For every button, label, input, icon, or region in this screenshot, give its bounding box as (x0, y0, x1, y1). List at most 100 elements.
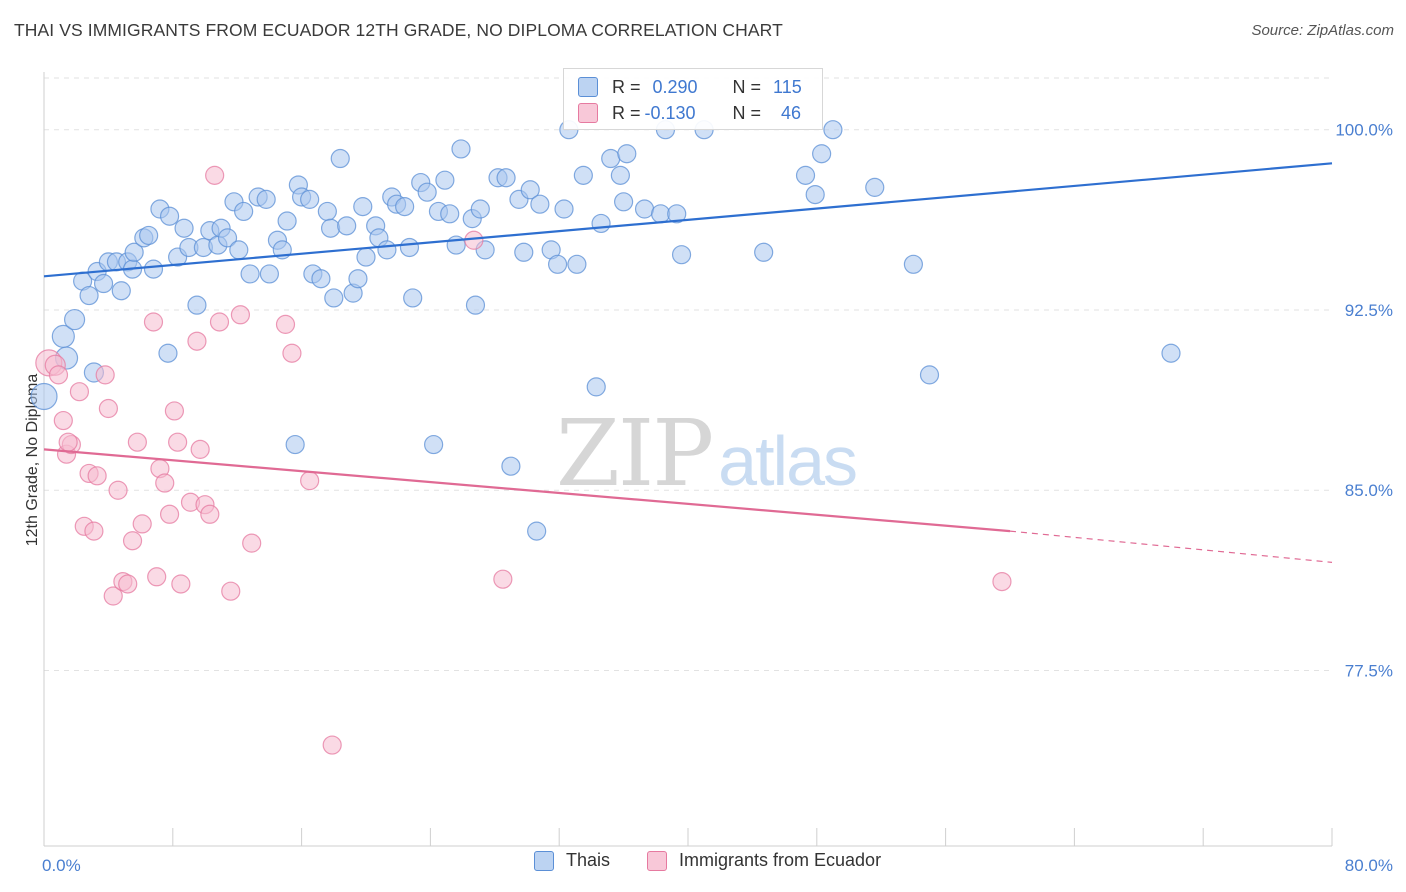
data-point-ecuador (103, 586, 123, 606)
data-point-ecuador (58, 432, 78, 452)
data-point-thais (93, 273, 114, 294)
stats-r-value: 0.290 (652, 76, 698, 97)
legend-item-ecuador: Immigrants from Ecuador (647, 850, 881, 871)
data-point-ecuador (122, 531, 143, 551)
stats-n-value: 115 (773, 76, 802, 97)
trend-line-thais (43, 162, 1333, 278)
data-point-thais (667, 204, 687, 224)
stats-legend: R = 0.290 N = 115 R = -0.130 N = 46 (563, 68, 823, 130)
watermark-atlas: atlas (718, 422, 858, 500)
series-ecuador (35, 165, 1012, 755)
data-point-thais (812, 144, 832, 164)
data-point-ecuador (69, 382, 90, 402)
data-point-ecuador (187, 331, 207, 351)
data-point-thais (330, 148, 350, 169)
data-point-thais (377, 240, 397, 260)
data-point-ecuador (108, 480, 128, 500)
data-point-ecuador (87, 466, 107, 486)
data-point-thais (285, 434, 305, 455)
data-point-ecuador (221, 581, 241, 601)
legend-swatch-thais (534, 850, 554, 871)
data-point-ecuador (98, 398, 119, 419)
data-point-ecuador (230, 305, 251, 325)
data-point-thais (527, 521, 547, 541)
data-point-thais (554, 199, 574, 219)
chart-title: THAI VS IMMIGRANTS FROM ECUADOR 12TH GRA… (14, 20, 783, 40)
data-point-thais (124, 242, 144, 262)
data-point-thais (671, 245, 692, 265)
bottom-legend: Thais Immigrants from Ecuador (0, 850, 1406, 878)
data-point-thais (465, 295, 486, 315)
data-point-ecuador (282, 343, 302, 363)
data-point-ecuador (992, 571, 1012, 592)
data-point-ecuador (164, 401, 185, 421)
data-point-thais (187, 295, 207, 315)
data-point-thais (601, 148, 621, 169)
data-point-ecuador (48, 365, 69, 385)
data-point-ecuador (132, 514, 152, 534)
data-point-thais (320, 218, 341, 238)
data-point-ecuador (322, 735, 342, 755)
data-point-thais (586, 377, 606, 397)
stats-r-value: -0.130 (644, 102, 696, 123)
stats-n-label: N = (732, 76, 762, 97)
data-point-thais (337, 216, 357, 236)
data-point-thais (520, 180, 540, 200)
data-point-thais (617, 144, 637, 164)
watermark: ZIPatlas (556, 400, 858, 507)
data-point-thais (805, 184, 825, 205)
data-point-ecuador (209, 312, 230, 332)
data-point-thais (111, 281, 131, 301)
data-point-thais (424, 434, 444, 455)
data-point-thais (300, 189, 320, 209)
data-point-thais (356, 247, 376, 267)
data-point-thais (174, 218, 194, 238)
data-point-thais (823, 120, 843, 140)
data-point-thais (865, 177, 885, 197)
data-point-thais (403, 288, 423, 308)
data-point-thais (79, 285, 99, 306)
data-point-thais (573, 165, 593, 185)
data-point-thais (229, 240, 249, 260)
data-point-ecuador (190, 439, 210, 459)
data-point-ecuador (300, 471, 320, 491)
data-point-thais (63, 308, 86, 331)
data-point-thais (159, 206, 180, 226)
data-point-ecuador (171, 574, 191, 594)
y-tick-label: 77.5% (1345, 662, 1393, 681)
data-point-thais (451, 139, 471, 159)
legend-swatch-ecuador (647, 850, 667, 871)
series-thais (30, 120, 1181, 541)
data-point-thais (530, 194, 550, 214)
trend-line-extension-ecuador (1009, 530, 1333, 563)
data-point-ecuador (168, 432, 188, 452)
data-point-thais (754, 242, 774, 262)
data-point-thais (417, 182, 437, 202)
data-point-thais (440, 204, 460, 224)
data-point-thais (395, 197, 415, 217)
data-point-ecuador (493, 569, 513, 589)
data-point-thais (240, 264, 260, 284)
ecuador-swatch (578, 103, 598, 123)
data-point-ecuador (118, 574, 138, 594)
stats-n-label: N = (732, 102, 762, 123)
y-tick-label: 85.0% (1345, 481, 1393, 500)
y-axis-label: 12th Grade, No Diploma (24, 374, 41, 547)
data-point-thais (514, 242, 534, 262)
data-point-thais (311, 269, 331, 289)
data-point-thais (217, 228, 238, 248)
thais-swatch (578, 77, 598, 97)
data-point-thais (903, 254, 924, 274)
data-point-thais (158, 343, 178, 363)
data-point-ecuador (155, 473, 175, 493)
data-point-thais (591, 213, 611, 234)
data-point-thais (795, 165, 816, 185)
trend-line-ecuador (43, 448, 1011, 533)
data-point-thais (567, 254, 587, 274)
data-point-thais (470, 199, 490, 219)
data-point-ecuador (95, 365, 115, 385)
data-point-ecuador (84, 521, 104, 541)
data-point-thais (634, 199, 655, 219)
x-tick-label: 80.0% (1345, 856, 1393, 875)
data-point-thais (317, 201, 337, 222)
